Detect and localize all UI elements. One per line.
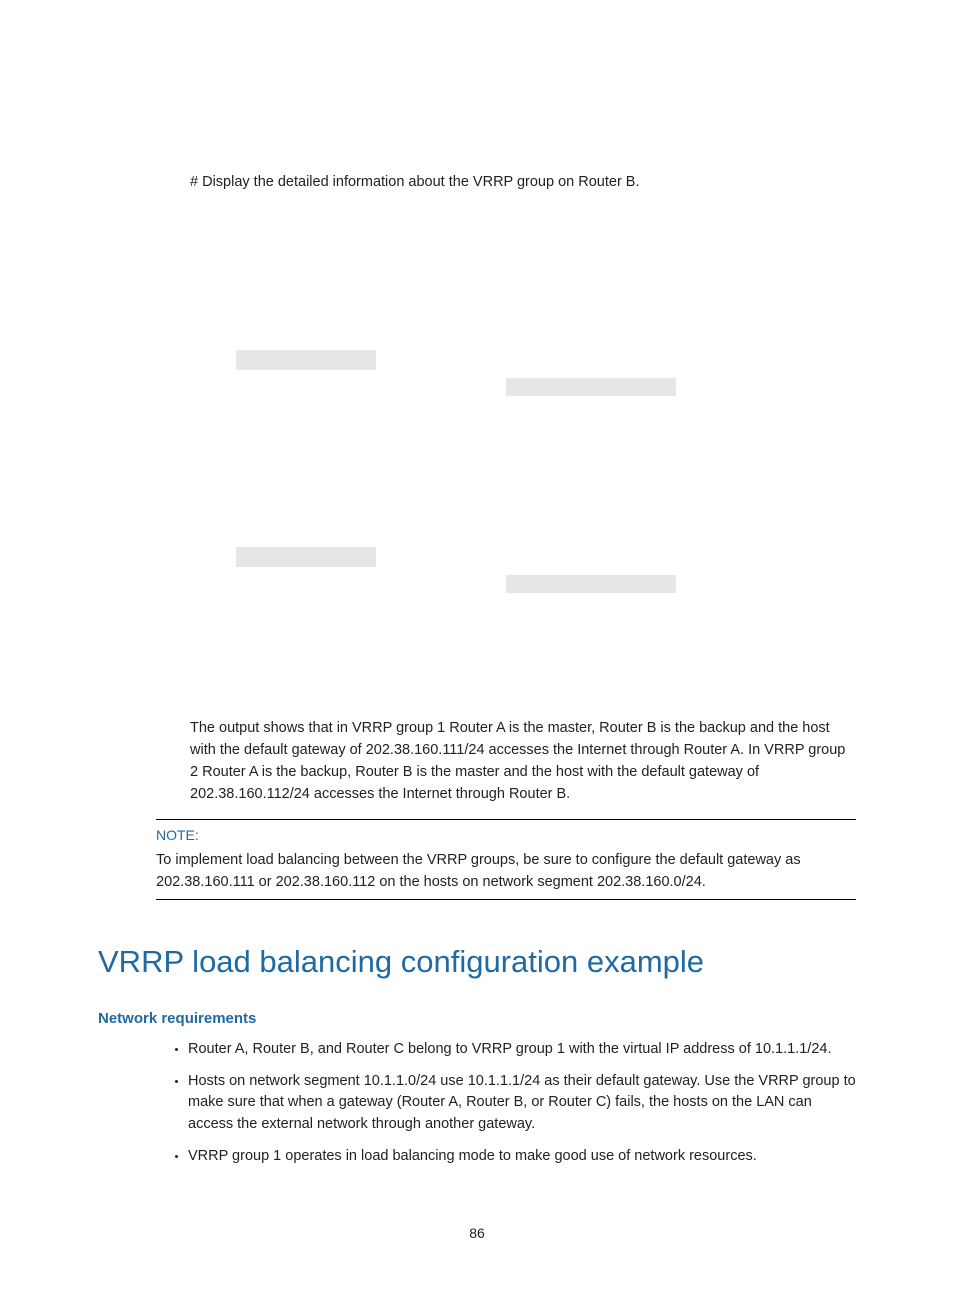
- section-heading: VRRP load balancing configuration exampl…: [98, 940, 856, 983]
- subsection-heading: Network requirements: [98, 1008, 856, 1029]
- note-block: NOTE: To implement load balancing betwee…: [156, 819, 856, 900]
- list-item: VRRP group 1 operates in load balancing …: [188, 1146, 856, 1168]
- document-page: # Display the detailed information about…: [0, 0, 954, 1168]
- note-label: NOTE:: [156, 826, 856, 846]
- redacted-block: [236, 350, 376, 370]
- requirements-list: Router A, Router B, and Router C belong …: [168, 1039, 856, 1168]
- output-paragraph: The output shows that in VRRP group 1 Ro…: [190, 718, 856, 805]
- code-output-region: [190, 210, 856, 700]
- redacted-block: [506, 575, 676, 593]
- list-item: Hosts on network segment 10.1.1.0/24 use…: [188, 1071, 856, 1136]
- redacted-block: [506, 378, 676, 396]
- note-body: To implement load balancing between the …: [156, 850, 856, 894]
- list-item: Router A, Router B, and Router C belong …: [188, 1039, 856, 1061]
- page-number: 86: [0, 1224, 954, 1244]
- redacted-block: [236, 547, 376, 567]
- intro-paragraph: # Display the detailed information about…: [190, 172, 856, 192]
